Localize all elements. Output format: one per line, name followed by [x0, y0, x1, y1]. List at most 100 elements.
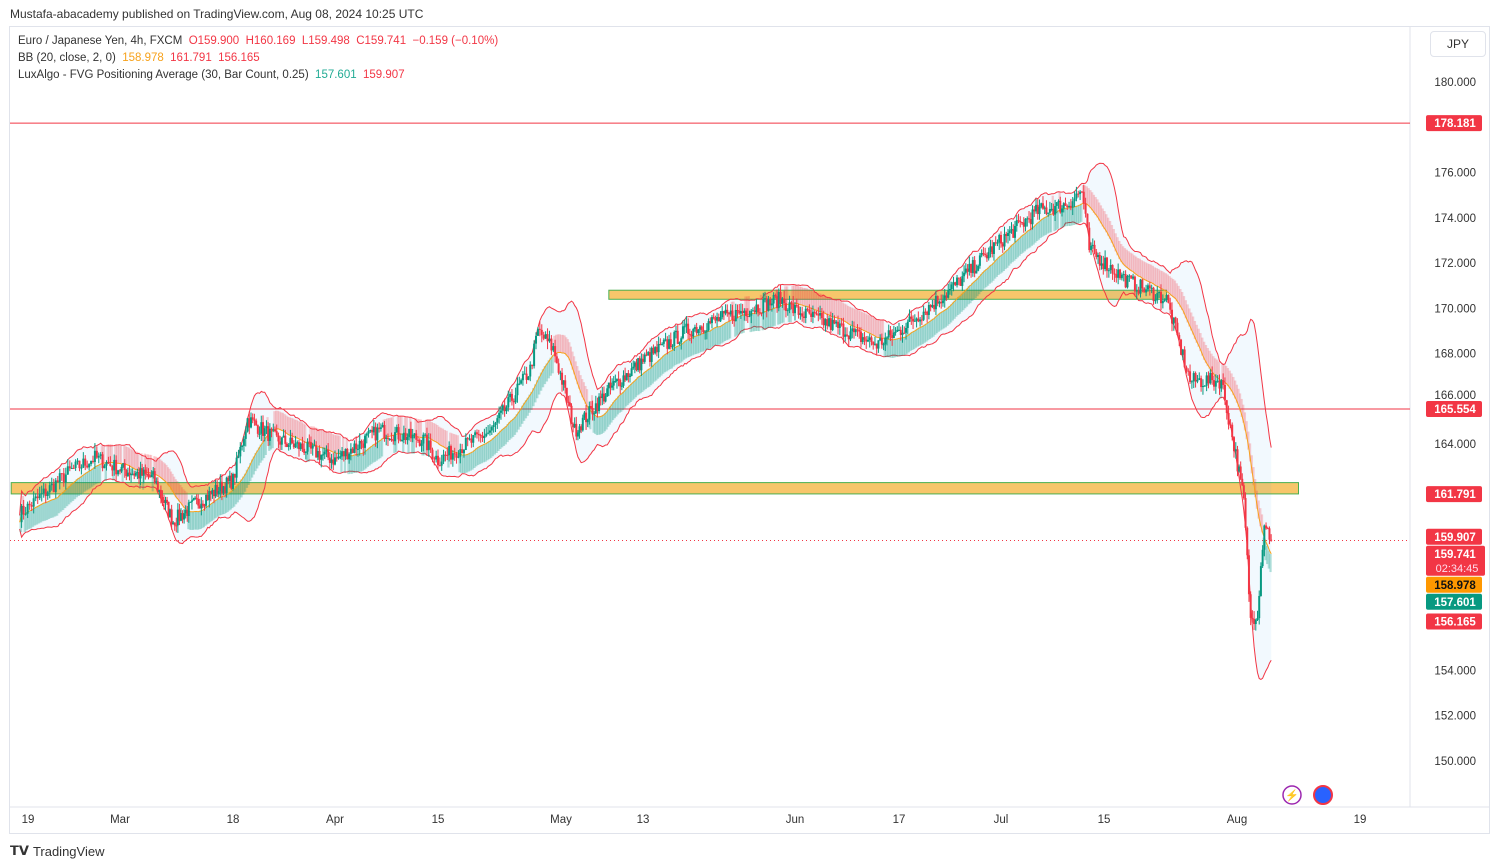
- fvg-average-fill: [756, 312, 759, 331]
- fvg-average-fill: [361, 453, 364, 472]
- price-tick-label: 172.000: [1434, 258, 1476, 270]
- fvg-average-fill: [469, 452, 472, 471]
- fvg-average-fill: [402, 434, 405, 453]
- time-tick-label: 19: [1354, 814, 1367, 826]
- candle-body: [1171, 309, 1174, 324]
- bb-legend[interactable]: BB (20, close, 2, 0) 158.978 161.791 156…: [18, 50, 498, 67]
- fvg-average-fill: [196, 511, 199, 530]
- fvg-average-fill: [87, 471, 90, 490]
- fvg-legend[interactable]: LuxAlgo - FVG Positioning Average (30, B…: [18, 67, 498, 84]
- globe-icon[interactable]: [1313, 785, 1333, 805]
- candle-body: [244, 431, 247, 439]
- candle-body: [492, 425, 495, 428]
- fvg-average-fill: [656, 360, 660, 379]
- fvg-average-fill: [55, 497, 59, 516]
- candle-body: [745, 310, 748, 317]
- fvg-average-fill: [162, 462, 165, 481]
- candle-body: [134, 472, 137, 476]
- bb-basis: 158.978: [122, 52, 164, 64]
- candle-body: [700, 326, 703, 330]
- currency-button[interactable]: JPY: [1430, 31, 1486, 57]
- candle-body: [632, 366, 635, 369]
- candle-body: [394, 432, 397, 442]
- fvg-average-fill: [715, 327, 718, 346]
- fvg-average-fill: [1242, 404, 1245, 423]
- candle-body: [123, 463, 126, 471]
- fvg-average-fill: [727, 321, 730, 340]
- fvg-average-fill: [387, 418, 391, 437]
- candle-body: [1111, 264, 1114, 274]
- fvg-average-fill: [1269, 553, 1272, 573]
- candle-body: [131, 473, 134, 475]
- candle-body: [873, 343, 876, 345]
- candle-body: [1126, 276, 1129, 288]
- candle-body: [56, 480, 59, 483]
- fvg-average-fill: [983, 270, 986, 289]
- fvg-average-fill: [1184, 300, 1187, 319]
- fvg-average-fill: [1221, 362, 1224, 381]
- fvg-average-fill: [618, 394, 621, 413]
- candle-body: [485, 433, 488, 437]
- candle-body: [395, 427, 398, 433]
- candle-body: [1043, 207, 1046, 209]
- candle-body: [299, 443, 302, 450]
- candle-body: [149, 476, 152, 478]
- candle-body: [719, 317, 722, 322]
- fvg-average-fill: [51, 499, 55, 518]
- price-tick-label: 168.000: [1434, 349, 1476, 361]
- fvg-average-fill: [1067, 207, 1070, 226]
- fvg-average-fill: [932, 318, 935, 337]
- fvg-average-fill: [638, 376, 641, 395]
- fvg-average-fill: [1063, 208, 1066, 227]
- candle-body: [392, 439, 395, 442]
- candle-body: [1124, 274, 1127, 288]
- fvg-average-fill: [124, 446, 127, 465]
- candle-body: [726, 309, 729, 314]
- candle-body: [239, 446, 242, 457]
- lightning-icon[interactable]: [1282, 785, 1302, 805]
- candle-body: [1040, 203, 1043, 207]
- candle-body: [187, 502, 190, 517]
- symbol-legend[interactable]: Euro / Japanese Yen, 4h, FXCM O159.900 H…: [18, 33, 498, 50]
- fvg-average-fill: [495, 434, 498, 453]
- fvg-average-fill: [633, 380, 636, 399]
- candle-body: [668, 339, 671, 349]
- candle-body: [813, 311, 816, 314]
- candle-body: [776, 296, 779, 309]
- candle-body: [924, 311, 927, 313]
- candle-body: [872, 341, 875, 345]
- candle-body: [738, 310, 741, 314]
- candle-body: [866, 339, 869, 342]
- candle-body: [510, 393, 513, 401]
- candle-body: [367, 431, 370, 434]
- price-tick-label: 150.000: [1434, 756, 1476, 768]
- candle-body: [137, 471, 140, 479]
- fvg-average-fill: [1191, 316, 1195, 335]
- fvg-average-fill: [1173, 280, 1177, 299]
- fvg-average-fill: [57, 495, 61, 514]
- fvg-average-fill: [993, 260, 997, 279]
- candle-body: [32, 498, 35, 507]
- candle-body: [625, 373, 628, 381]
- fvg-average-fill: [974, 279, 977, 298]
- fvg-average-fill: [809, 290, 812, 309]
- candle-body: [647, 352, 650, 356]
- fvg-average-fill: [445, 430, 448, 449]
- fvg-average-fill: [393, 434, 396, 453]
- candle-body: [30, 505, 33, 507]
- candle-body: [536, 328, 539, 336]
- candle-body: [926, 311, 929, 315]
- candle-body: [614, 380, 617, 382]
- candle-body: [655, 347, 658, 353]
- candle-body: [564, 380, 567, 388]
- fvg-average-fill: [154, 456, 157, 475]
- fvg-average-fill: [555, 334, 558, 353]
- candle-body: [422, 434, 425, 444]
- candle-body: [289, 437, 292, 445]
- candle-body: [128, 472, 131, 476]
- fvg-average-fill: [1247, 431, 1250, 450]
- candle-body: [1022, 222, 1025, 227]
- fvg-average-fill: [405, 416, 408, 436]
- fvg-average-fill: [791, 285, 794, 304]
